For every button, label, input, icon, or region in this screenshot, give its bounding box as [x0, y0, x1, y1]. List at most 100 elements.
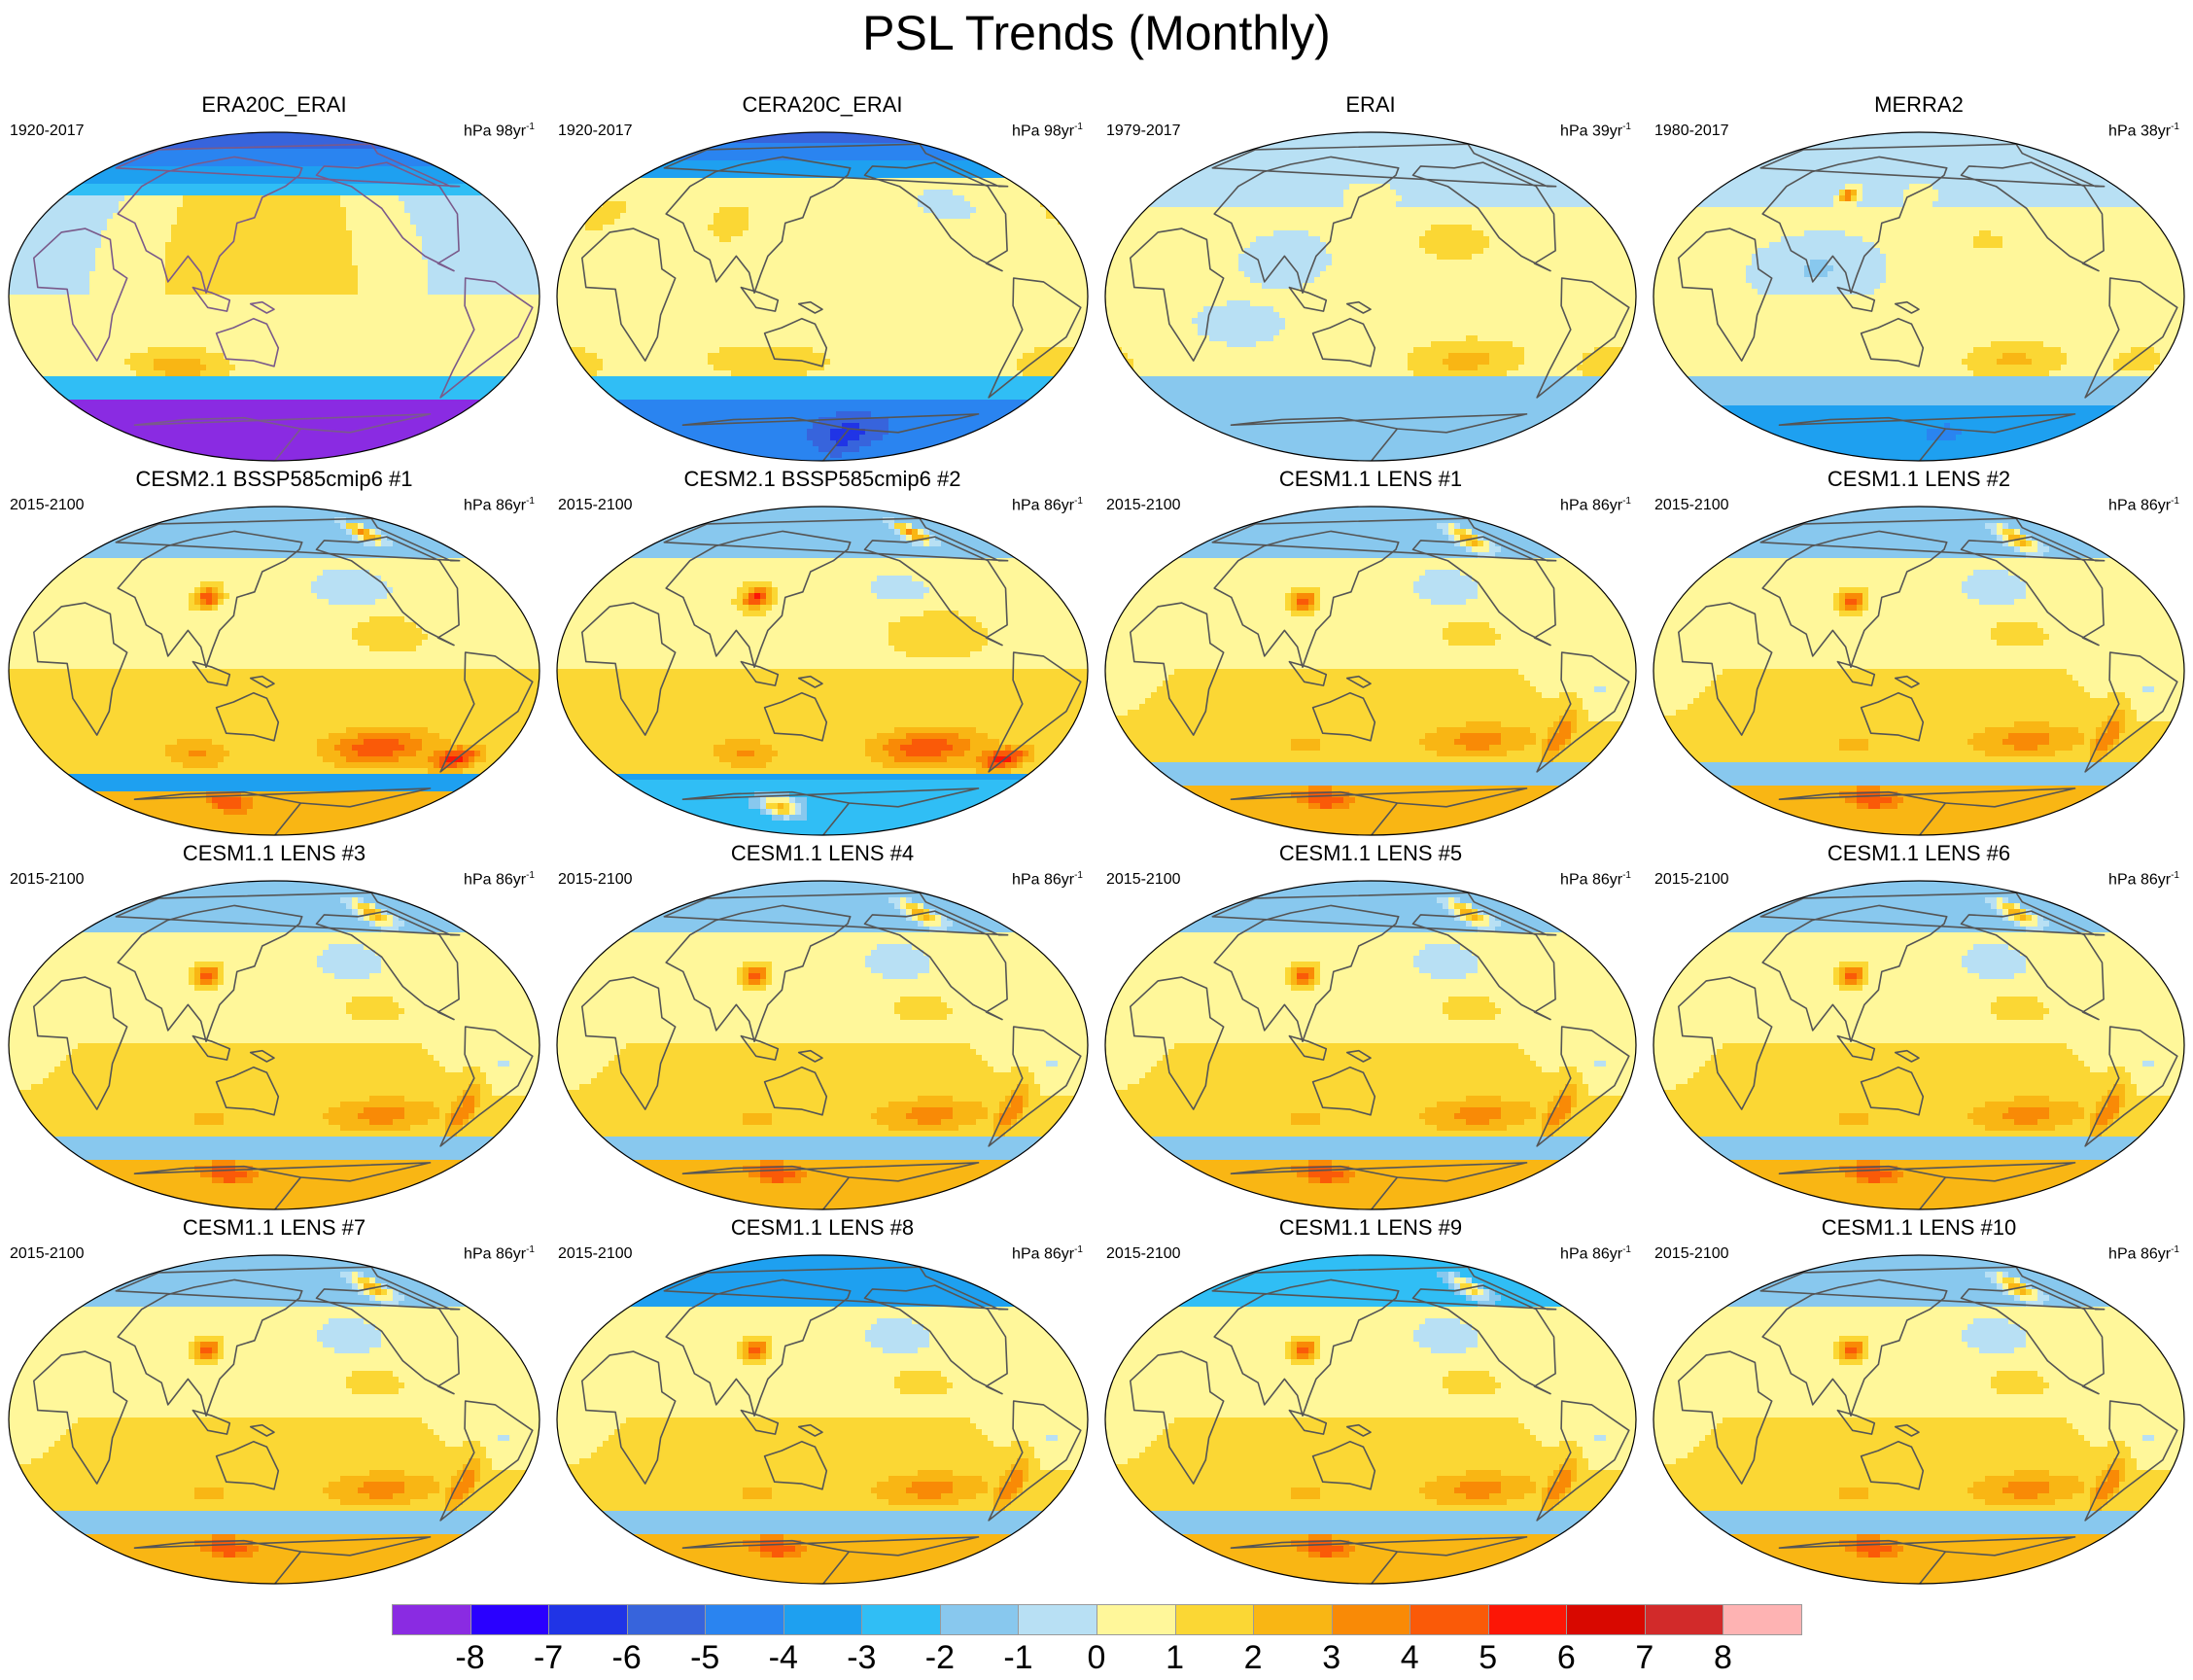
- colorbar-swatch: [1410, 1604, 1489, 1635]
- panel-title: ERA20C_ERAI: [0, 92, 548, 118]
- colorbar-label: 5: [1459, 1639, 1517, 1676]
- trend-shading: [8, 880, 540, 1210]
- map-field: [1104, 880, 1637, 1210]
- colorbar-label: -1: [989, 1639, 1047, 1676]
- panel-title: CESM1.1 LENS #6: [1645, 841, 2193, 866]
- map-field: [1653, 880, 2185, 1210]
- panel-title: CESM1.1 LENS #3: [0, 841, 548, 866]
- colorbar-swatch: [1175, 1604, 1255, 1635]
- panel-title: CESM1.1 LENS #2: [1645, 467, 2193, 492]
- map-field: [1653, 131, 2185, 462]
- colorbar-label: -6: [598, 1639, 656, 1676]
- panel-title: CESM2.1 BSSP585cmip6 #1: [0, 467, 548, 492]
- colorbar-label: 4: [1380, 1639, 1439, 1676]
- map-field: [1104, 1254, 1637, 1585]
- map-panel: CESM1.1 LENS #6 2015-2100 hPa 86yr-1: [1645, 841, 2193, 1214]
- colorbar-label: -8: [441, 1639, 500, 1676]
- map-field: [1653, 1254, 2185, 1585]
- colorbar-swatch: [470, 1604, 550, 1635]
- map-panel: CESM1.1 LENS #1 2015-2100 hPa 86yr-1: [1096, 467, 1645, 840]
- trend-shading: [1653, 506, 2185, 836]
- colorbar-label: -2: [911, 1639, 969, 1676]
- map-field: [556, 880, 1089, 1210]
- trend-shading: [556, 506, 1089, 836]
- panel-title: CERA20C_ERAI: [548, 92, 1096, 118]
- panel-title: CESM1.1 LENS #10: [1645, 1215, 2193, 1241]
- colorbar-swatch: [1096, 1604, 1176, 1635]
- map-panel: CESM1.1 LENS #3 2015-2100 hPa 86yr-1: [0, 841, 548, 1214]
- map-panel: CESM1.1 LENS #8 2015-2100 hPa 86yr-1: [548, 1215, 1096, 1589]
- trend-shading: [1653, 880, 2185, 1210]
- map-panel: CESM1.1 LENS #5 2015-2100 hPa 86yr-1: [1096, 841, 1645, 1214]
- colorbar-swatch: [705, 1604, 784, 1635]
- map-panel: CESM1.1 LENS #2 2015-2100 hPa 86yr-1: [1645, 467, 2193, 840]
- map-panel: CESM1.1 LENS #10 2015-2100 hPa 86yr-1: [1645, 1215, 2193, 1589]
- trend-shading: [1653, 131, 2185, 462]
- map-field: [8, 880, 540, 1210]
- trend-shading: [556, 131, 1089, 462]
- colorbar-swatch: [940, 1604, 1020, 1635]
- colorbar-label: 1: [1146, 1639, 1204, 1676]
- map-panel: CESM1.1 LENS #4 2015-2100 hPa 86yr-1: [548, 841, 1096, 1214]
- map-field: [556, 1254, 1089, 1585]
- trend-shading: [8, 131, 540, 462]
- trend-shading: [1653, 1254, 2185, 1585]
- map-panel: CESM2.1 BSSP585cmip6 #1 2015-2100 hPa 86yr…: [0, 467, 548, 840]
- map-panel: ERAI 1979-2017 hPa 39yr-1: [1096, 92, 1645, 466]
- colorbar-swatch: [1488, 1604, 1568, 1635]
- trend-shading: [556, 1254, 1089, 1585]
- colorbar-swatch: [1645, 1604, 1724, 1635]
- colorbar-swatch: [392, 1604, 471, 1635]
- colorbar-label: -3: [832, 1639, 890, 1676]
- colorbar-swatch: [1566, 1604, 1646, 1635]
- map-panel: ERA20C_ERAI 1920-2017 hPa 98yr-1: [0, 92, 548, 466]
- colorbar-label: 2: [1224, 1639, 1282, 1676]
- colorbar-label: 6: [1537, 1639, 1595, 1676]
- map-field: [8, 131, 540, 462]
- panel-title: CESM1.1 LENS #8: [548, 1215, 1096, 1241]
- colorbar-swatch: [1018, 1604, 1097, 1635]
- colorbar: [392, 1604, 1801, 1635]
- map-field: [1104, 131, 1637, 462]
- colorbar-label: 7: [1616, 1639, 1674, 1676]
- colorbar-swatch: [1332, 1604, 1411, 1635]
- map-field: [1653, 506, 2185, 836]
- map-panel: MERRA2 1980-2017 hPa 38yr-1: [1645, 92, 2193, 466]
- colorbar-label: -4: [754, 1639, 813, 1676]
- panel-title: CESM1.1 LENS #1: [1096, 467, 1645, 492]
- map-field: [8, 506, 540, 836]
- colorbar-swatch: [1253, 1604, 1333, 1635]
- panel-title: MERRA2: [1645, 92, 2193, 118]
- colorbar-swatch: [1723, 1604, 1802, 1635]
- map-panel: CESM1.1 LENS #7 2015-2100 hPa 86yr-1: [0, 1215, 548, 1589]
- colorbar-label: -5: [676, 1639, 734, 1676]
- map-field: [556, 131, 1089, 462]
- panel-title: CESM1.1 LENS #9: [1096, 1215, 1645, 1241]
- map-field: [556, 506, 1089, 836]
- panel-title: CESM1.1 LENS #5: [1096, 841, 1645, 866]
- colorbar-label: 8: [1693, 1639, 1752, 1676]
- panel-title: ERAI: [1096, 92, 1645, 118]
- colorbar-swatch: [627, 1604, 707, 1635]
- colorbar-swatch: [783, 1604, 863, 1635]
- colorbar-swatch: [861, 1604, 941, 1635]
- map-field: [8, 1254, 540, 1585]
- trend-shading: [556, 880, 1089, 1210]
- colorbar-label: 3: [1303, 1639, 1361, 1676]
- trend-shading: [1104, 506, 1637, 836]
- panel-title: CESM1.1 LENS #7: [0, 1215, 548, 1241]
- trend-shading: [8, 1254, 540, 1585]
- panel-title: CESM2.1 BSSP585cmip6 #2: [548, 467, 1096, 492]
- map-panel: CESM1.1 LENS #9 2015-2100 hPa 86yr-1: [1096, 1215, 1645, 1589]
- trend-shading: [1104, 131, 1637, 462]
- panel-title: CESM1.1 LENS #4: [548, 841, 1096, 866]
- map-panel: CESM2.1 BSSP585cmip6 #2 2015-2100 hPa 86yr…: [548, 467, 1096, 840]
- colorbar-label: 0: [1067, 1639, 1126, 1676]
- map-field: [1104, 506, 1637, 836]
- colorbar-label: -7: [519, 1639, 577, 1676]
- trend-shading: [1104, 880, 1637, 1210]
- colorbar-swatch: [548, 1604, 628, 1635]
- trend-shading: [1104, 1254, 1637, 1585]
- trend-shading: [8, 506, 540, 836]
